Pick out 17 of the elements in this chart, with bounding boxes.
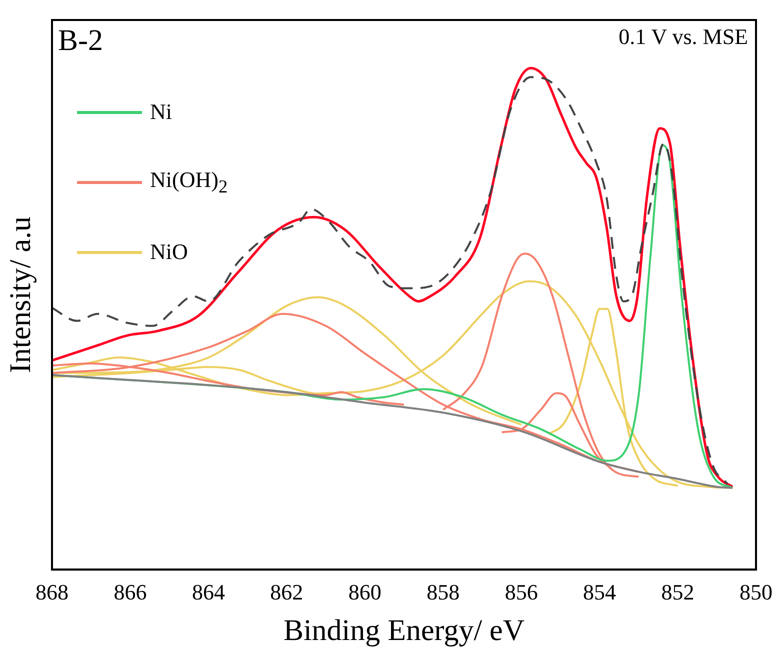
- x-tick-label: 856: [504, 580, 538, 605]
- text: B-2: [58, 24, 103, 58]
- text: 0.1 V vs. MSE: [618, 24, 748, 50]
- legend-label: NiO: [150, 239, 188, 265]
- x-tick-label: 862: [270, 580, 304, 605]
- y-axis-title: Intensity/ a.u: [4, 216, 37, 374]
- x-tick-label: 860: [348, 580, 382, 605]
- x-tick-label: 850: [740, 580, 772, 605]
- x-tick-label: 866: [114, 580, 147, 605]
- x-tick-label: 852: [661, 580, 694, 605]
- x-axis-title: Binding Energy/ eV: [283, 614, 525, 647]
- x-tick-label: 868: [36, 580, 68, 605]
- legend-label: Ni(OH)$_{2}$: [150, 166, 228, 198]
- x-tick-label: 864: [192, 580, 225, 605]
- x-tick-label: 858: [426, 580, 460, 605]
- x-tick-label: 854: [583, 580, 616, 605]
- legend-label: Ni: [150, 99, 172, 125]
